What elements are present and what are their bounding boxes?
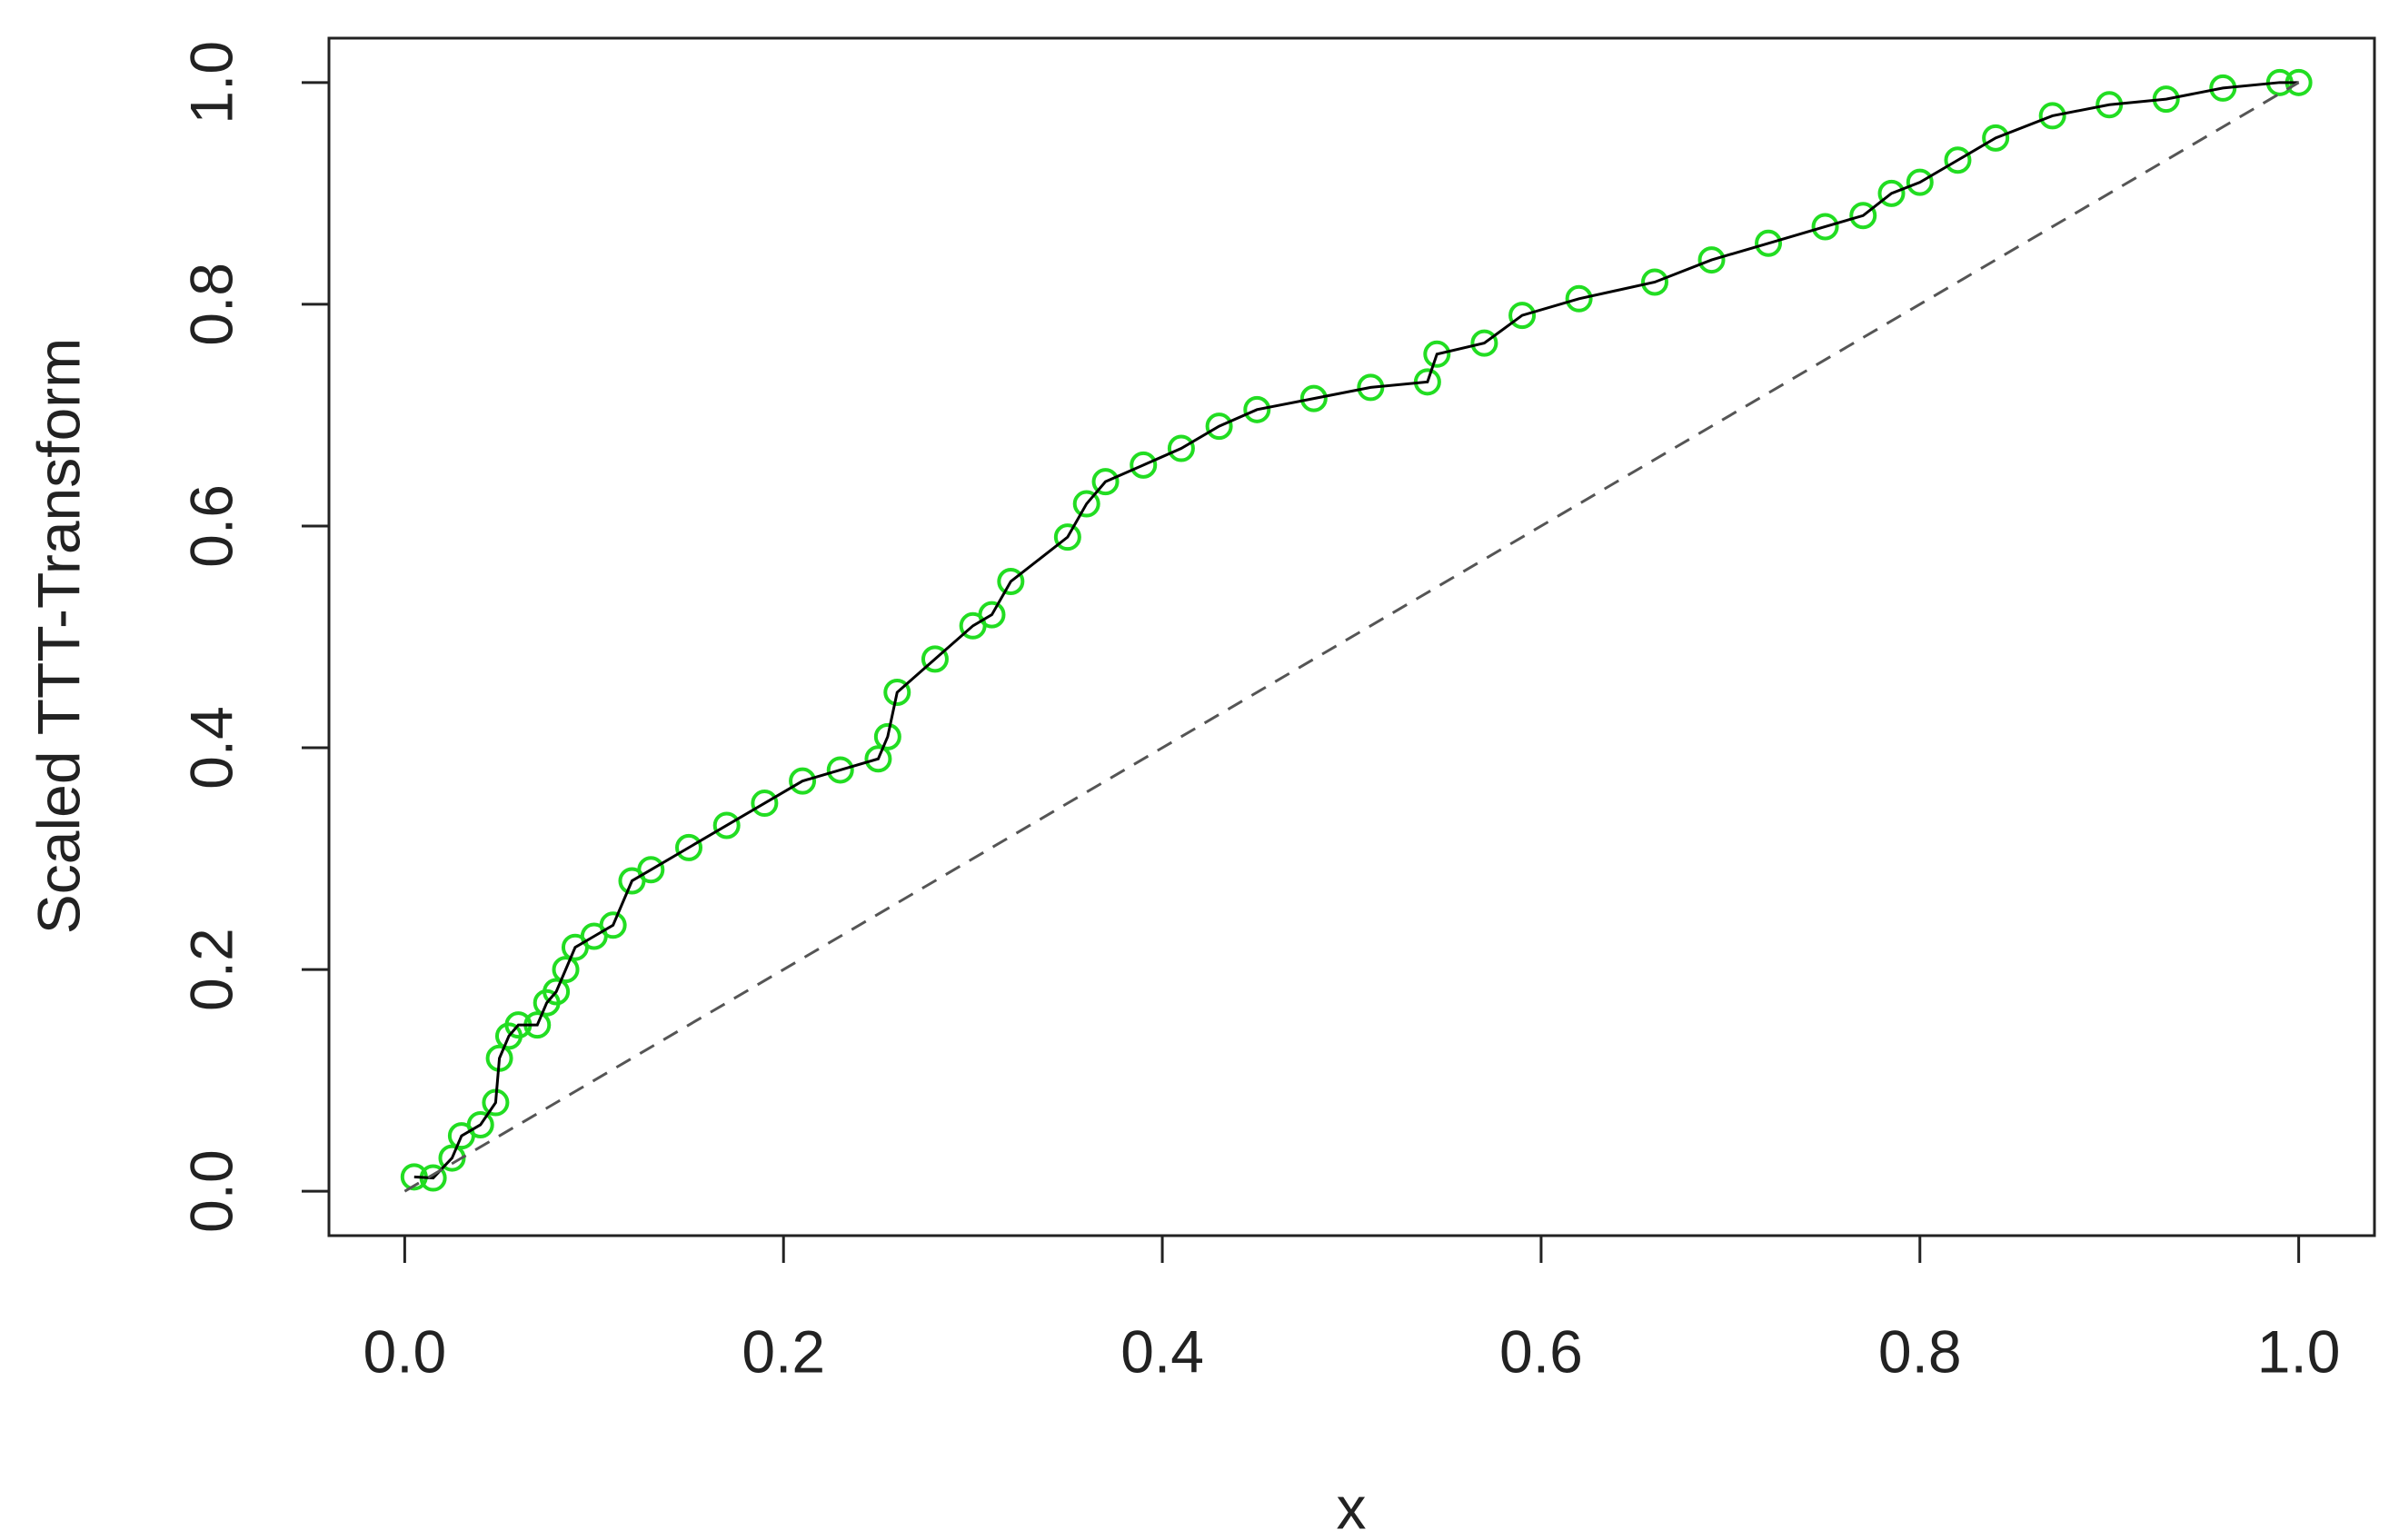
point [1944,146,1972,174]
point [751,790,779,818]
point [599,911,627,939]
x-tick-label: 0.0 [363,1317,446,1385]
point [466,1110,494,1138]
point [1243,395,1271,423]
point [1205,412,1233,441]
x-tick-label: 1.0 [2257,1317,2341,1385]
point [873,722,901,750]
point [1508,302,1537,330]
point [883,679,911,707]
point [1053,523,1081,551]
point [997,567,1025,595]
point [1072,490,1100,518]
point [1755,229,1783,257]
y-tick-label: 1.0 [177,41,244,124]
point [1299,384,1328,412]
point [552,956,580,984]
y-tick-label: 0.6 [177,484,244,568]
point [1167,434,1195,462]
x-tick-label: 0.6 [1499,1317,1583,1385]
point [1877,179,1906,207]
point [675,833,703,861]
point [1906,168,1934,196]
x-tick-label: 0.2 [742,1317,825,1385]
point [978,601,1006,629]
point [1423,340,1451,368]
x-tick-label: 0.4 [1120,1317,1204,1385]
point [712,811,741,840]
y-axis-label: Scaled TTT-Transform [25,338,92,935]
point [1982,124,2010,152]
x-axis-label: x [1337,1474,1367,1540]
point [543,978,571,1006]
point [1640,268,1668,296]
point [864,745,892,773]
point [1470,329,1498,357]
y-tick-label: 0.2 [177,928,244,1011]
y-tick-label: 0.4 [177,706,244,790]
point [1091,468,1120,496]
point [921,645,949,673]
ttt-line [413,81,2299,1180]
y-tick-label: 0.0 [177,1149,244,1233]
y-tick-label: 0.8 [177,263,244,346]
point [2038,102,2066,130]
x-tick-label: 0.8 [1878,1317,1962,1385]
point [1697,246,1726,274]
point [637,856,665,884]
reference-line [403,81,2300,1193]
point [1811,213,1839,241]
point [1849,202,1877,230]
point [826,756,854,784]
point [1130,451,1158,479]
point [1565,284,1593,313]
point [789,767,817,795]
plot-frame [327,36,2376,1237]
